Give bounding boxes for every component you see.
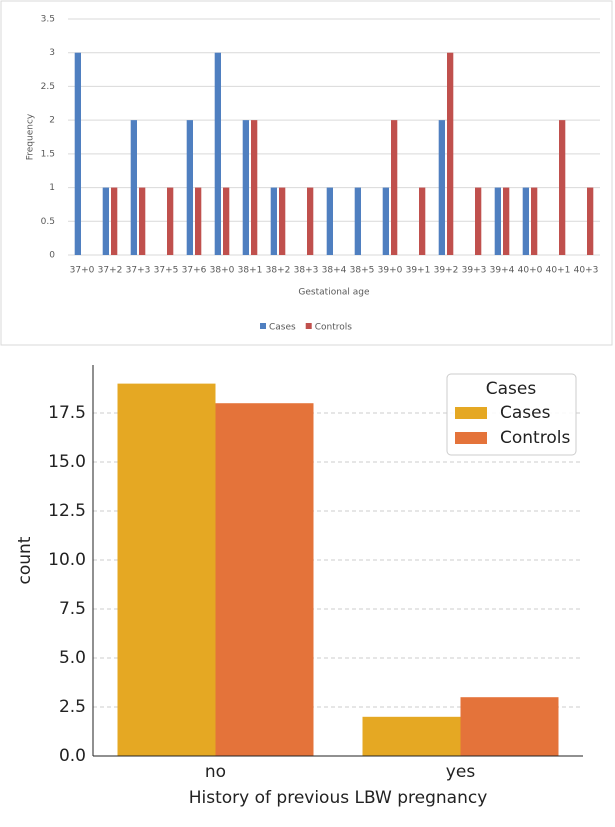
y-tick-label: 3.5	[41, 15, 55, 25]
y-axis-label: count	[15, 536, 35, 584]
bar	[354, 187, 361, 255]
y-tick-label: 12.5	[48, 501, 86, 521]
bar	[419, 187, 426, 255]
x-tick-label: 37+6	[182, 266, 207, 276]
x-tick-label: yes	[446, 762, 476, 782]
x-tick-label: 37+2	[98, 266, 123, 276]
y-tick-label: 7.5	[59, 599, 86, 619]
bar	[326, 187, 333, 255]
bar	[195, 187, 202, 255]
x-tick-label: 39+3	[462, 266, 487, 276]
bar	[447, 52, 454, 255]
chart: 0.0 2.5 5.0 7.5 10.0 12.5 15.0 17.5 no yes History…	[15, 365, 583, 808]
x-axis-label: History of previous LBW pregnancy	[189, 788, 488, 808]
bar	[362, 716, 461, 756]
bar	[475, 187, 482, 255]
bar	[117, 383, 216, 756]
bar	[186, 120, 193, 256]
y-tick-label: 5.0	[59, 648, 86, 668]
legend-label: Controls	[500, 428, 570, 448]
x-tick-label: 37+3	[126, 266, 151, 276]
x-tick-label: 38+4	[322, 266, 347, 276]
legend-label: Controls	[315, 323, 353, 333]
bar	[214, 52, 221, 255]
x-tick-label: 38+3	[294, 266, 319, 276]
x-tick-label: 39+2	[434, 266, 459, 276]
bar	[559, 120, 566, 256]
y-tick-label: 1.5	[41, 149, 55, 159]
x-tick-label: 38+5	[350, 266, 375, 276]
y-tick-label: 0.0	[59, 746, 86, 766]
bar	[111, 187, 118, 255]
bar	[270, 187, 277, 255]
chart: 0 0.5 1 1.5 2 2.5 3 3.5 37+0 37+2 37+3 37+5 37+6 38+0…	[26, 15, 600, 333]
y-tick-label: 0	[49, 251, 55, 261]
legend-swatch	[455, 407, 487, 419]
x-tick-label: 40+0	[518, 266, 543, 276]
bar	[438, 120, 445, 256]
bar	[139, 187, 146, 255]
bar	[167, 187, 174, 255]
y-tick-label: 0.5	[41, 217, 55, 227]
y-tick-label: 2.5	[41, 82, 55, 92]
y-tick-label: 3	[49, 48, 55, 58]
bar	[522, 187, 529, 255]
bar	[130, 120, 137, 256]
y-tick-label: 17.5	[48, 403, 86, 423]
bar	[223, 187, 230, 255]
x-tick-label: 39+1	[406, 266, 431, 276]
x-tick-label: 37+5	[154, 266, 179, 276]
bar	[215, 403, 314, 756]
x-axis-label: Gestational age	[298, 288, 370, 298]
legend-label: Cases	[500, 403, 551, 423]
y-tick-label: 1	[49, 183, 55, 193]
bar	[382, 187, 389, 255]
x-tick-label: 38+0	[210, 266, 235, 276]
x-tick-label: 37+0	[70, 266, 95, 276]
legend-title: Cases	[486, 379, 537, 399]
bar	[531, 187, 538, 255]
x-tick-label: 40+3	[574, 266, 599, 276]
bar	[391, 120, 398, 256]
bar	[102, 187, 109, 255]
y-tick-label: 10.0	[48, 550, 86, 570]
bar	[503, 187, 510, 255]
bar	[242, 120, 249, 256]
y-tick-label: 2	[49, 116, 55, 126]
x-tick-label: 39+4	[490, 266, 515, 276]
x-tick-label: 40+1	[546, 266, 571, 276]
legend-label: Cases	[269, 323, 296, 333]
bar	[494, 187, 501, 255]
bar	[307, 187, 314, 255]
x-tick-label: no	[205, 762, 226, 782]
bar	[74, 52, 81, 255]
bar	[279, 187, 286, 255]
legend-swatch	[305, 323, 312, 329]
chart-frame	[0, 0, 613, 346]
y-tick-label: 15.0	[48, 452, 86, 472]
bar	[587, 187, 594, 255]
x-tick-label: 38+2	[266, 266, 291, 276]
x-tick-label: 39+0	[378, 266, 403, 276]
legend-swatch	[260, 323, 266, 329]
legend-swatch	[455, 432, 487, 444]
y-tick-label: 2.5	[59, 697, 86, 717]
bar	[251, 120, 258, 256]
x-tick-label: 38+1	[238, 266, 263, 276]
bar	[460, 697, 559, 756]
y-axis-label: Frequency	[26, 113, 36, 160]
